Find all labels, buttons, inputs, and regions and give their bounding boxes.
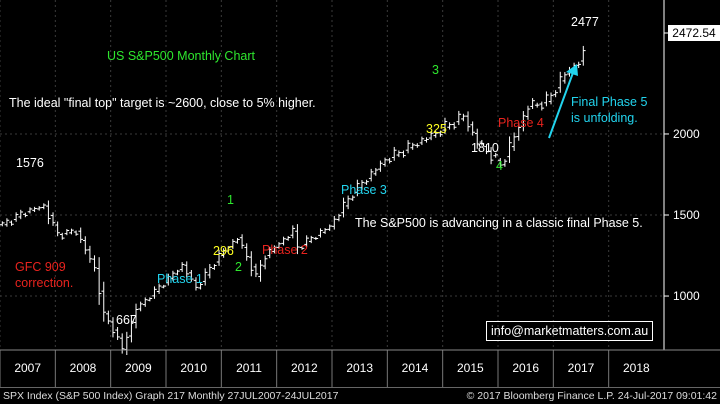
year-label: 2018: [623, 361, 650, 375]
year-label: 2014: [402, 361, 429, 375]
label-final-phase5: Final Phase 5: [571, 95, 648, 109]
phase5-arrowhead: [566, 64, 578, 76]
year-label: 2012: [291, 361, 318, 375]
label-correction: correction.: [15, 276, 74, 290]
label-gfc: GFC 909: [15, 260, 66, 274]
email-contact: info@marketmatters.com.au: [486, 321, 654, 341]
y-tick-label: 2000: [673, 127, 700, 141]
chart-title: US S&P500 Monthly Chart: [107, 49, 255, 63]
last-price-tag: 2472.54: [668, 25, 720, 41]
year-label: 2016: [512, 361, 539, 375]
year-label: 2009: [125, 361, 152, 375]
year-label: 2013: [346, 361, 373, 375]
grid-lines: [0, 0, 664, 350]
label-phase1: Phase 1: [157, 272, 203, 286]
phase5-arrow-line: [548, 69, 575, 139]
year-label: 2010: [180, 361, 207, 375]
phase5-note: The S&P500 is advancing in a classic fin…: [355, 216, 643, 230]
label-325: 325: [426, 122, 447, 136]
target-note: The ideal "final top" target is ~2600, c…: [9, 96, 316, 110]
label-667: 667: [116, 313, 137, 327]
y-tick-label: 1500: [673, 208, 700, 222]
year-label: 2017: [568, 361, 595, 375]
bloomberg-footer: SPX Index (S&P 500 Index) Graph 217 Mont…: [0, 387, 720, 404]
label-phase2: Phase 2: [262, 243, 308, 257]
label-phase3: Phase 3: [341, 183, 387, 197]
year-label: 2011: [236, 361, 262, 375]
footer-right-text: © 2017 Bloomberg Finance L.P. 24-Jul-201…: [466, 390, 717, 402]
y-tick-label: 1000: [673, 289, 700, 303]
label-296: 296: [213, 244, 234, 258]
footer-left-text: SPX Index (S&P 500 Index) Graph 217 Mont…: [3, 390, 339, 402]
label-2477: 2477: [571, 15, 599, 29]
year-label: 2015: [457, 361, 484, 375]
label-wave4: 4: [496, 159, 503, 173]
label-wave3: 3: [432, 63, 439, 77]
label-1576: 1576: [16, 156, 44, 170]
ohlc-bars: [0, 45, 586, 356]
label-phase4: Phase 4: [498, 116, 544, 130]
label-wave1: 1: [227, 193, 234, 207]
label-wave2: 2: [235, 260, 242, 274]
year-label: 2008: [70, 361, 97, 375]
year-label: 2007: [14, 361, 41, 375]
label-unfolding: is unfolding.: [571, 111, 638, 125]
label-1810: 1810: [471, 141, 499, 155]
axes: 1000 1500 2000 2007 2008 2009 2010 2011 2012 2013…: [0, 0, 720, 387]
